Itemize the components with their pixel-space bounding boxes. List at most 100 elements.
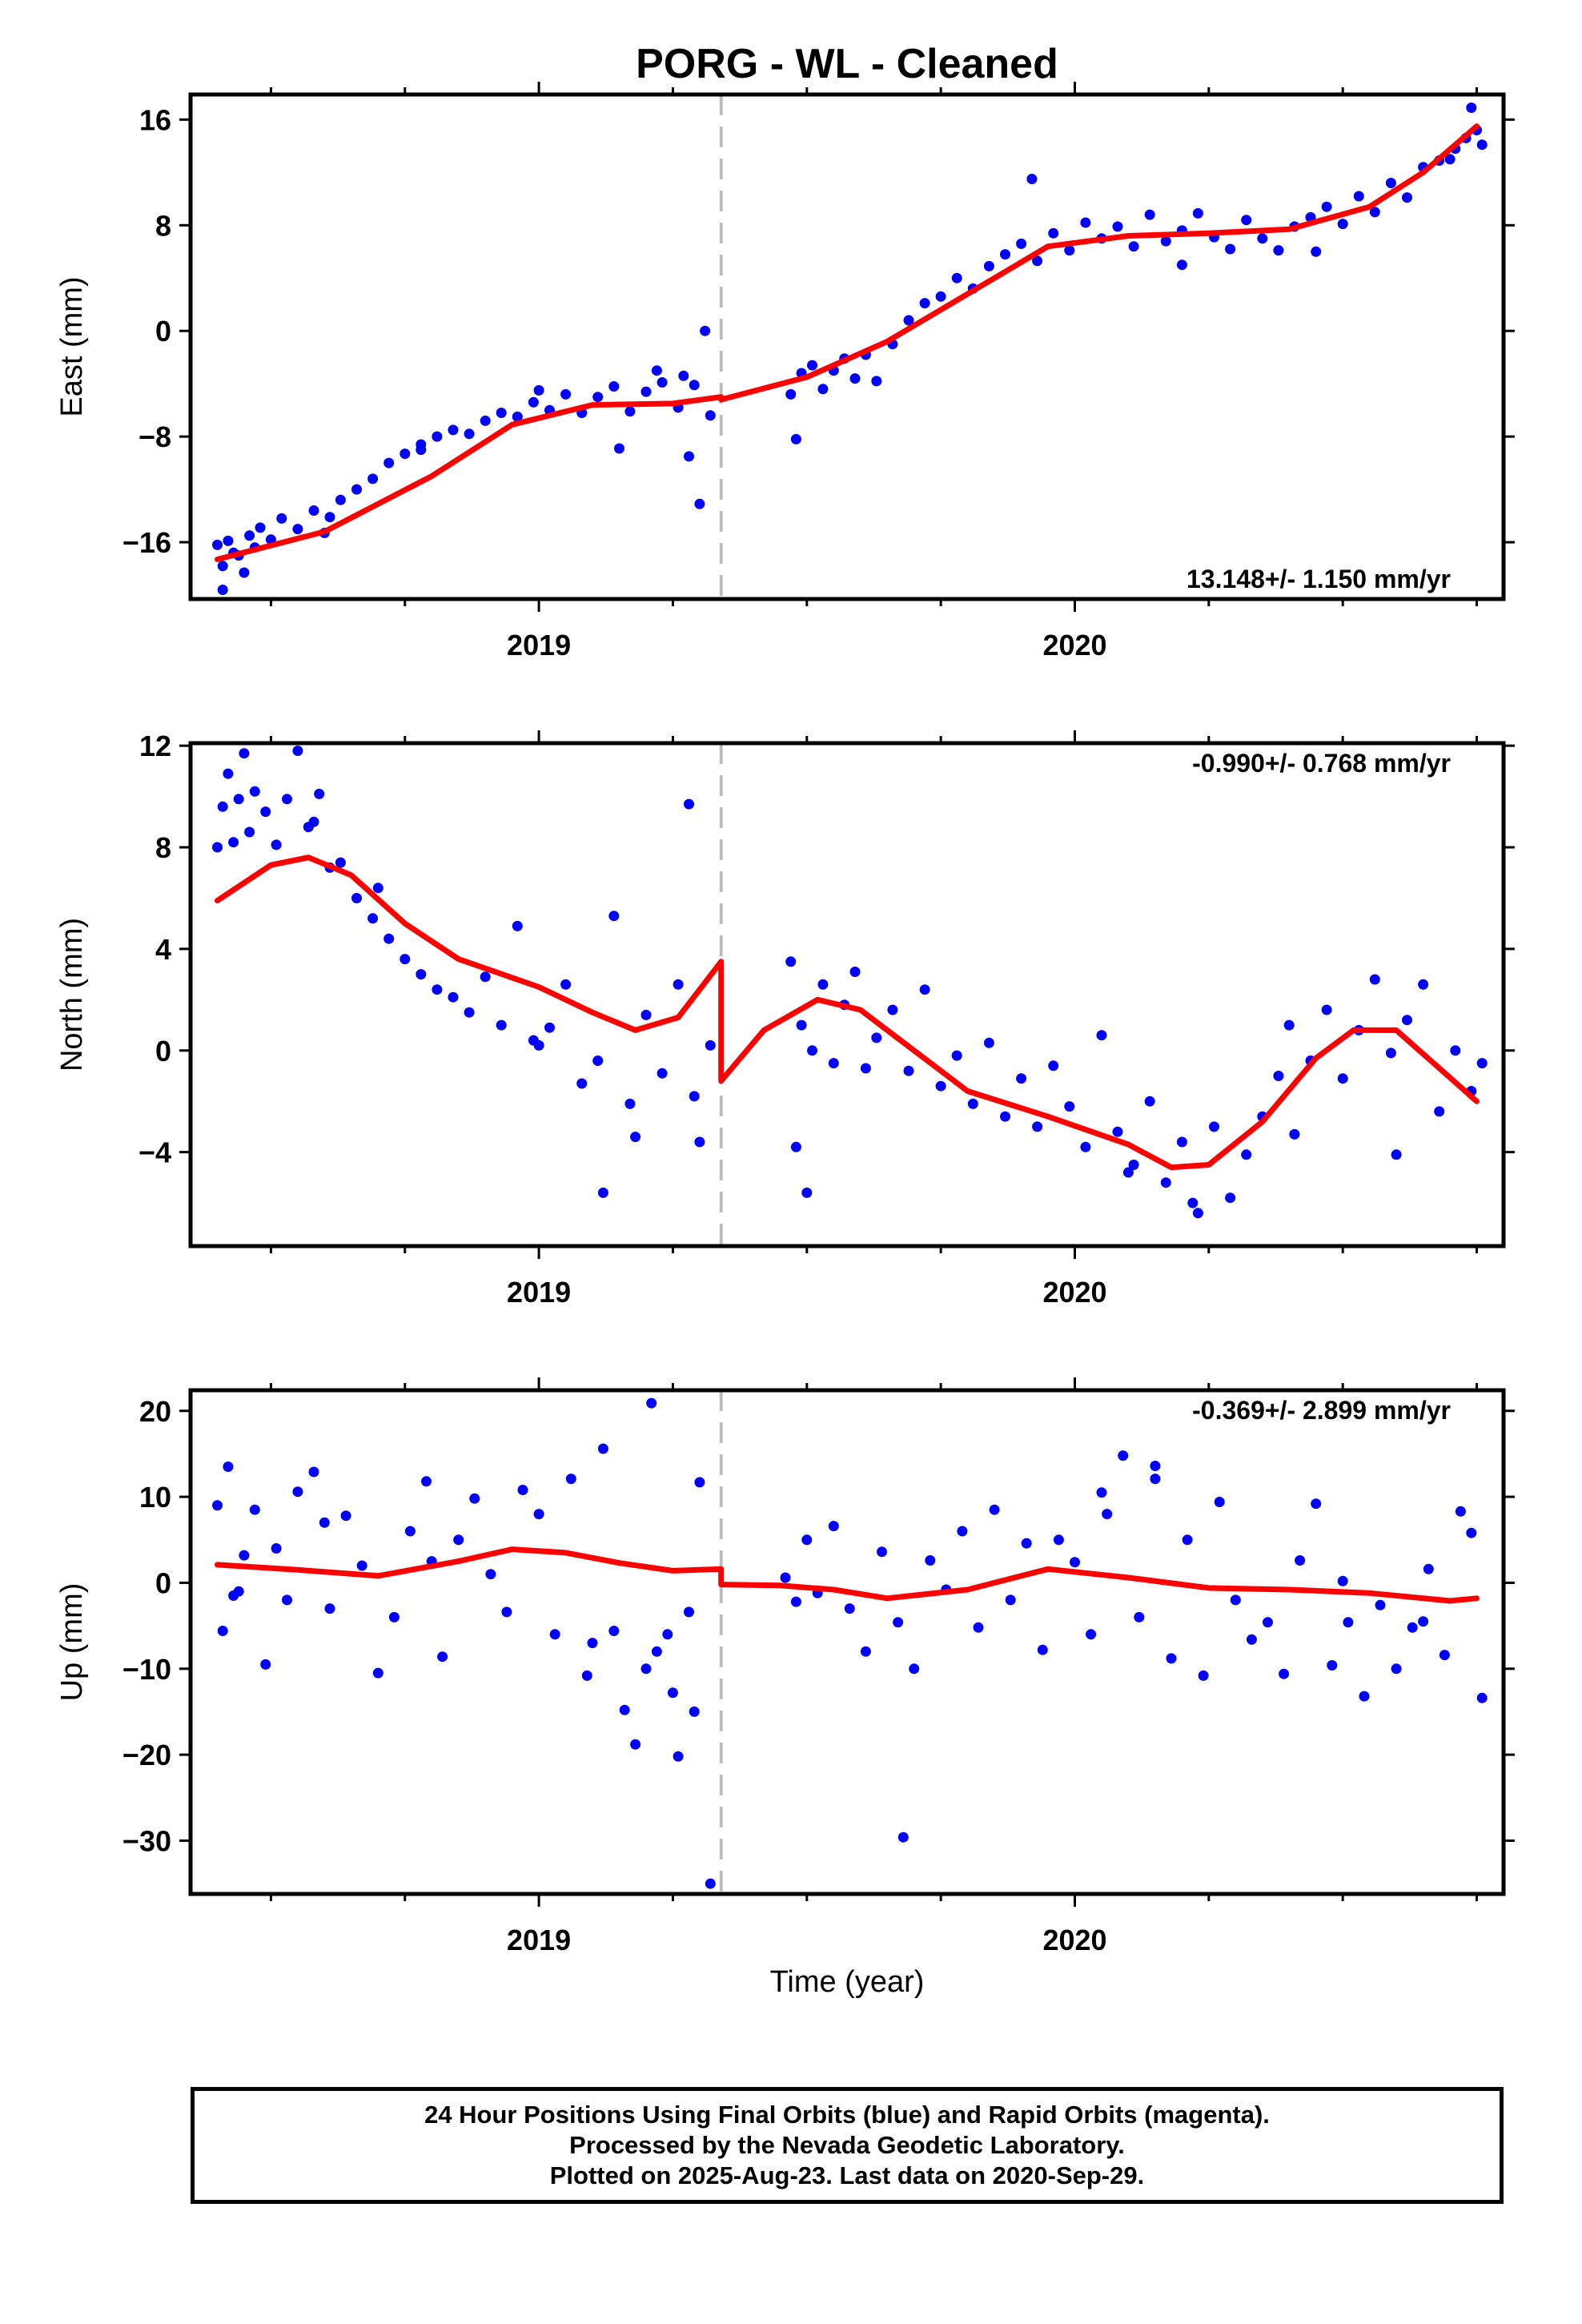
data-point (619, 1704, 630, 1715)
rate-label: -0.369+/- 2.899 mm/yr (1192, 1396, 1451, 1425)
data-point (1418, 1616, 1429, 1627)
north-panel: 12 8 4 0 −4 2019 2020 North (mm) -0.990+/- 0.768… (55, 730, 1515, 1309)
data-point (651, 365, 662, 376)
data-point (388, 1611, 400, 1622)
x-tick-label: 2020 (1042, 629, 1106, 661)
y-tick-label: 0 (155, 315, 171, 348)
data-point (807, 360, 817, 371)
data-point (828, 1521, 839, 1532)
data-point (1476, 139, 1488, 151)
data-point (801, 1534, 813, 1546)
data-point (640, 1663, 652, 1675)
data-point (983, 1037, 994, 1048)
data-point (480, 415, 491, 426)
data-point (897, 1831, 909, 1843)
data-point (624, 1098, 636, 1109)
data-point (244, 826, 255, 838)
data-point (372, 883, 383, 894)
data-point (667, 1687, 678, 1699)
data-point (217, 801, 228, 812)
data-point (1402, 1015, 1412, 1026)
data-point (367, 913, 379, 924)
x-tick-label: 2019 (507, 1276, 571, 1309)
data-point (249, 1504, 260, 1515)
y-tick-label: −8 (139, 420, 171, 453)
data-point (1016, 238, 1027, 249)
data-point (1225, 1192, 1236, 1204)
data-point (533, 1039, 544, 1051)
data-point (630, 1132, 641, 1143)
data-point (1337, 1073, 1348, 1084)
data-point (1000, 249, 1010, 260)
data-point (319, 1517, 330, 1528)
data-point (1273, 245, 1284, 256)
data-point (1273, 1071, 1284, 1081)
data-point (1187, 1197, 1199, 1208)
x-tick-label: 2020 (1042, 1924, 1106, 1956)
data-point (217, 561, 228, 572)
data-point (223, 768, 234, 779)
rate-label: -0.990+/- 0.768 mm/yr (1192, 749, 1451, 778)
data-point (324, 1603, 335, 1614)
data-point (951, 272, 962, 283)
data-point (260, 1659, 271, 1670)
data-point (1032, 255, 1043, 267)
data-point (1369, 974, 1380, 985)
data-point (496, 408, 507, 418)
data-point (1343, 1617, 1354, 1628)
data-point (587, 1638, 598, 1649)
y-tick-label: 12 (139, 730, 171, 762)
data-point (1016, 1073, 1027, 1084)
data-point (1279, 1668, 1290, 1679)
data-point (1026, 174, 1038, 184)
data-point (512, 411, 523, 422)
data-point (1144, 1096, 1155, 1107)
data-point (1192, 1208, 1203, 1219)
y-tick-label: 8 (155, 831, 171, 864)
data-point (1337, 219, 1348, 230)
data-point (544, 1022, 555, 1033)
data-point (1048, 1060, 1059, 1072)
fit-curve (215, 123, 1480, 562)
fit-curve (215, 854, 1480, 1171)
data-point (678, 370, 689, 381)
data-point (807, 1045, 817, 1056)
data-point (400, 448, 411, 460)
data-point (233, 794, 244, 805)
data-point (640, 386, 652, 397)
data-point (1176, 259, 1187, 271)
data-point (517, 1485, 528, 1495)
data-point (817, 384, 829, 395)
up-panel: 20 10 0 −10 −20 −30 2019 2020 Up (mm) -0.369+/- 2… (55, 1377, 1515, 1956)
data-point (404, 1526, 416, 1537)
data-point (592, 1055, 604, 1066)
y-tick-label: −10 (122, 1653, 171, 1686)
data-point (233, 1586, 244, 1597)
data-point (597, 1443, 608, 1454)
data-point (1311, 246, 1322, 257)
data-point (1070, 1557, 1080, 1568)
chart-title: PORG - WL - Cleaned (636, 41, 1058, 87)
data-point (925, 1555, 936, 1566)
y-tick-label: 20 (139, 1395, 171, 1428)
data-point (656, 377, 668, 388)
data-point (1476, 1058, 1488, 1069)
data-point (592, 392, 604, 403)
y-tick-label: 8 (155, 209, 171, 242)
data-point (1182, 1534, 1193, 1546)
y-tick-label: 0 (155, 1566, 171, 1599)
data-point (796, 1019, 807, 1031)
data-point (1359, 1691, 1370, 1702)
data-point (1064, 1101, 1075, 1112)
data-point (1369, 207, 1380, 218)
data-point (844, 1603, 855, 1614)
plot-frame (188, 1388, 1506, 1896)
data-point (1391, 1149, 1402, 1160)
data-point (877, 1546, 887, 1558)
data-point (292, 1486, 303, 1498)
data-point (1321, 201, 1332, 212)
y-axis-label: Up (mm) (55, 1583, 89, 1702)
data-point (1423, 1563, 1434, 1574)
data-point (228, 837, 239, 848)
data-point (335, 494, 346, 505)
